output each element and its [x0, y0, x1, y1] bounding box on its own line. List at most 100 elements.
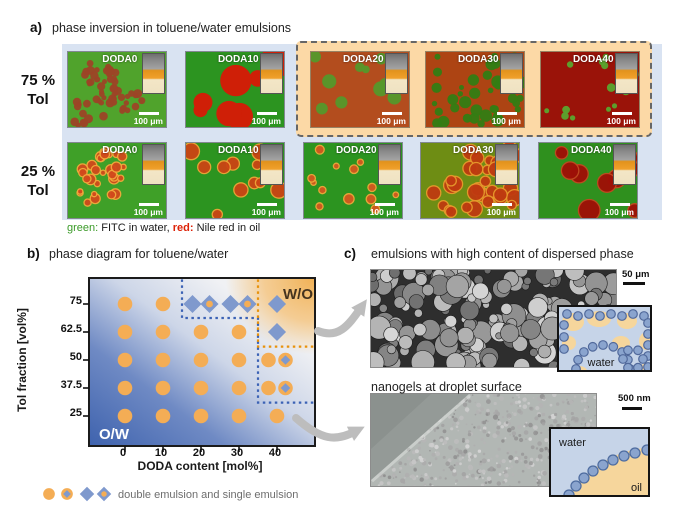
region-label-ow: O/W — [99, 426, 130, 443]
data-point-x20-y75 — [183, 294, 219, 314]
region-label-wo: W/O — [283, 286, 313, 303]
x-tick-30: 30 — [230, 447, 244, 459]
vial-photo — [142, 53, 165, 94]
data-point-x10-y62.5 — [155, 324, 171, 340]
fluorescence-caption: green: FITC in water, red: Nile red in o… — [67, 222, 260, 234]
scale-bar — [610, 203, 630, 206]
data-point-x10-y25 — [155, 408, 171, 424]
data-point-x40-y25 — [269, 408, 285, 424]
data-point-x40-y75 — [267, 294, 287, 314]
doda-label: DODA0 — [102, 54, 138, 65]
curved-arrow-top-icon — [314, 299, 367, 338]
doda-label: DODA10 — [217, 54, 259, 65]
panel-b-label: b) — [27, 246, 40, 261]
data-point-x10-y37.5 — [155, 380, 171, 396]
y-tick-37.5: 37.5 — [60, 379, 82, 391]
scale-bar-500nm — [622, 407, 642, 410]
row-label-75-percent: 75 % — [20, 72, 56, 89]
inset-canvas-bottom: water oil — [551, 429, 648, 495]
data-point-x30-y25 — [231, 408, 247, 424]
legend-label: double emulsion and single emulsion — [118, 489, 299, 501]
x-tick-0: 0 — [119, 447, 127, 459]
vial-photo — [500, 53, 523, 94]
scale-bar-label: 100 μm — [376, 116, 406, 126]
data-point-x10-y75 — [155, 296, 171, 312]
data-point-x0-y62.5 — [117, 324, 133, 340]
y-tick-25: 25 — [69, 407, 82, 419]
schematic-water-oil-interface-inset: water oil — [549, 427, 650, 497]
y-tick-62.5: 62.5 — [60, 323, 82, 335]
data-point-x40-y62.5 — [267, 322, 287, 342]
scale-bar-label: 100 μm — [133, 207, 163, 217]
data-point-x0-y75 — [117, 296, 133, 312]
y-axis-title: Tol fraction [vol%] — [15, 308, 29, 412]
doda-label: DODA40 — [572, 54, 614, 65]
scale-bar — [257, 203, 277, 206]
scale-bar — [139, 203, 159, 206]
micrograph-75tol-doda10: DODA10 100 μm — [185, 51, 285, 128]
phase-diagram-plot: W/O O/W — [83, 277, 316, 452]
data-point-x20-y37.5 — [193, 380, 209, 396]
micrograph-25tol-doda30: DODA30 100 μm — [420, 142, 520, 219]
panel-c-top-title: emulsions with high content of dispersed… — [371, 247, 634, 261]
row-label-25-percent: 25 % — [20, 163, 56, 180]
vial-photo — [495, 144, 518, 185]
scale-bar-label: 100 μm — [491, 116, 521, 126]
scale-bar — [375, 203, 395, 206]
vial-photo — [142, 144, 165, 185]
y-tick-75: 75 — [69, 295, 82, 307]
scale-bar-label: 100 μm — [369, 207, 399, 217]
inset-water-label: water — [558, 437, 586, 449]
scale-bar — [497, 112, 517, 115]
vial-photo — [615, 53, 638, 94]
vial-photo — [260, 53, 283, 94]
scale-bar — [382, 112, 402, 115]
data-point-x30-y62.5 — [231, 324, 247, 340]
micrograph-75tol-doda20: DODA20 100 μm — [310, 51, 410, 128]
data-point-x20-y25 — [193, 408, 209, 424]
data-point-x0-y50 — [117, 352, 133, 368]
scale-bar-label: 100 μm — [486, 207, 516, 217]
micrograph-25tol-doda40: DODA40 100 μm — [538, 142, 638, 219]
scale-bar-label: 100 μm — [251, 116, 281, 126]
data-point-x30-y37.5 — [231, 380, 247, 396]
row-label-25-unit: Tol — [27, 181, 49, 199]
caption-red-key: red: — [172, 222, 194, 234]
schematic-water-droplets-inset: water — [557, 305, 652, 372]
vial-photo — [385, 53, 408, 94]
doda-label: DODA20 — [335, 145, 377, 156]
legend-symbols — [40, 484, 116, 504]
panel-c-label: c) — [344, 246, 357, 261]
scale-bar-50um — [623, 282, 645, 285]
inset-oil-label: oil — [631, 482, 642, 494]
data-point-x20-y62.5 — [193, 324, 209, 340]
data-point-x40-y50 — [261, 352, 293, 368]
caption-red-desc: Nile red in oil — [193, 222, 261, 234]
data-point-x30-y75 — [221, 294, 257, 314]
inset-water-label: water — [587, 357, 615, 369]
doda-label: DODA40 — [570, 145, 612, 156]
data-point-x30-y50 — [231, 352, 247, 368]
inset-canvas-top: water — [559, 307, 650, 370]
doda-label: DODA30 — [452, 145, 494, 156]
row-label-25-tol: 25 % Tol — [14, 163, 62, 201]
panel-a-label: a) — [30, 20, 43, 35]
x-axis-title: DODA content [mol%] — [137, 459, 263, 473]
vial-photo — [378, 144, 401, 185]
legend-symbol-icons — [43, 486, 112, 502]
panel-b-title: phase diagram for toluene/water — [49, 247, 229, 261]
doda-label: DODA0 — [102, 145, 138, 156]
scale-bar-label: 100 μm — [251, 207, 281, 217]
micrograph-25tol-doda10: DODA10 100 μm — [185, 142, 285, 219]
micrograph-75tol-doda40: DODA40 100 μm — [540, 51, 640, 128]
doda-label: DODA20 — [342, 54, 384, 65]
scale-bar — [612, 112, 632, 115]
caption-green-desc: FITC in water, — [98, 222, 173, 234]
micrograph-25tol-doda0: DODA0 100 μm — [67, 142, 167, 219]
scale-bar-label: 100 μm — [606, 116, 636, 126]
scale-bar — [257, 112, 277, 115]
scale-label-50um: 50 μm — [622, 269, 650, 280]
scale-bar — [492, 203, 512, 206]
data-point-x0-y37.5 — [117, 380, 133, 396]
